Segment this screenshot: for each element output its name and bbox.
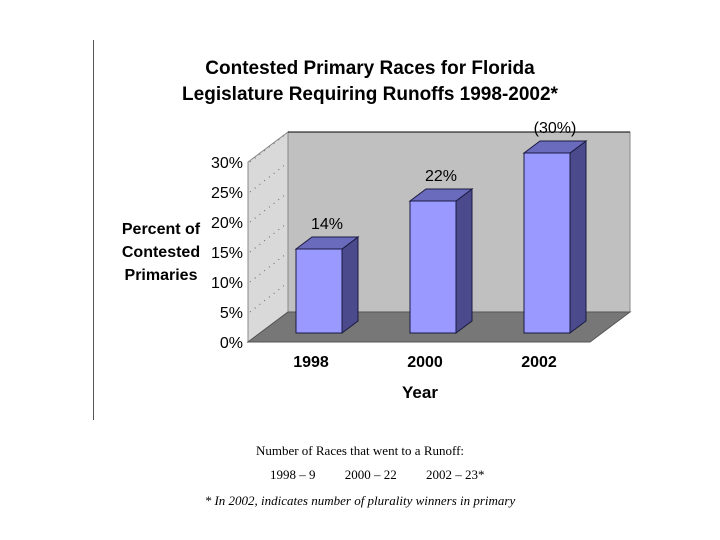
y-tick-label: 10% [211, 275, 243, 292]
runoff-note-item: 1998 – 9 [270, 467, 316, 482]
y-axis-label-line-1: Percent of [121, 221, 201, 238]
y-tick-label: 5% [220, 305, 243, 322]
y-axis-label-line-2: Contested [121, 244, 201, 261]
chart-side-wall [247, 131, 289, 343]
y-tick-label: 20% [211, 215, 243, 232]
divider-line [93, 40, 94, 420]
bar [523, 152, 571, 334]
chart-title: Contested Primary Races for Florida Legi… [150, 56, 590, 108]
chart-text-layer: 0% 5% 10% 15% 20% 25% 30% 14% 1998 22% 2000 (30%) 20… [211, 120, 576, 402]
data-label: 22% [425, 168, 457, 185]
y-axis-label: Percent of Contested Primaries [112, 218, 210, 287]
bar [409, 200, 457, 334]
chart-grid-layer [249, 131, 630, 313]
runoff-note-item: 2000 – 22 [344, 467, 397, 482]
chart-title-line-2: Legislature Requiring Runoffs 1998-2002* [182, 84, 558, 105]
x-tick-label: 2000 [407, 354, 443, 371]
bar-side [341, 236, 359, 334]
chart-bar-layer [294, 140, 588, 334]
runoff-note-title: Number of Races that went to a Runoff: [255, 443, 465, 458]
data-label: 14% [311, 216, 343, 233]
runoff-note-values: 1998 – 9 2000 – 22 2002 – 23* [270, 467, 570, 483]
x-tick-label: 2002 [521, 354, 557, 371]
y-tick-label: 15% [211, 245, 243, 262]
chart-title-line-1: Contested Primary Races for Florida [205, 58, 535, 79]
x-axis-label: Year [402, 383, 438, 402]
bar-side [569, 140, 587, 334]
x-tick-label: 1998 [293, 354, 329, 371]
y-axis-label-line-3: Primaries [124, 267, 198, 284]
runoff-note-item: 2002 – 23* [426, 467, 485, 482]
bar [295, 248, 343, 334]
data-label: (30%) [534, 120, 577, 137]
footnote: * In 2002, indicates number of plurality… [204, 493, 516, 508]
y-tick-label: 30% [211, 155, 243, 172]
bar-side [455, 188, 473, 334]
y-tick-label: 0% [220, 335, 243, 352]
y-tick-label: 25% [211, 185, 243, 202]
